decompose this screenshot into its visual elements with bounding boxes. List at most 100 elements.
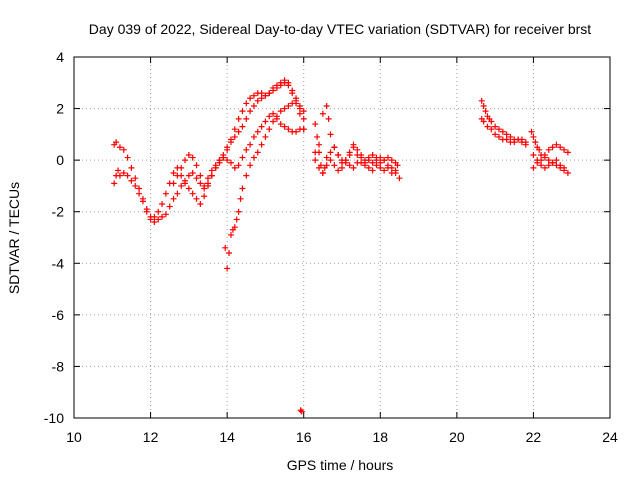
data-point [227, 136, 234, 143]
grid-lines [74, 57, 610, 418]
data-point [266, 90, 273, 97]
data-point [532, 139, 539, 146]
plot-frame [73, 56, 611, 419]
data-point [323, 102, 330, 109]
data-point [300, 108, 307, 115]
data-point [553, 141, 560, 148]
data-point [226, 249, 233, 256]
data-point [212, 162, 219, 169]
data-point [273, 84, 280, 91]
data-point [250, 133, 257, 140]
data-point [197, 200, 204, 207]
data-point [132, 175, 139, 182]
data-point [484, 123, 491, 130]
data-point [151, 219, 158, 226]
y-tick-label: 4 [56, 49, 64, 65]
data-point [250, 102, 257, 109]
data-point [316, 141, 323, 148]
data-point [369, 159, 376, 166]
chart-title: Day 039 of 2022, Sidereal Day-to-day VTE… [89, 21, 591, 37]
data-point [132, 182, 139, 189]
data-point [243, 172, 250, 179]
data-point [557, 162, 564, 169]
data-point [243, 146, 250, 153]
data-point [507, 133, 514, 140]
data-point [316, 164, 323, 171]
data-point [247, 141, 254, 148]
data-point [492, 123, 499, 130]
data-point [239, 108, 246, 115]
data-point [549, 144, 556, 151]
data-point [124, 172, 131, 179]
data-point [193, 162, 200, 169]
data-point [254, 97, 261, 104]
data-point [350, 141, 357, 148]
data-point [182, 157, 189, 164]
data-point [231, 133, 238, 140]
data-point [247, 162, 254, 169]
data-point [258, 141, 265, 148]
data-point [296, 102, 303, 109]
data-point [239, 185, 246, 192]
data-point [277, 82, 284, 89]
data-point [193, 175, 200, 182]
data-point [365, 157, 372, 164]
data-point [273, 115, 280, 122]
data-point [201, 182, 208, 189]
data-point [335, 167, 342, 174]
data-point [233, 216, 240, 223]
data-point [285, 102, 292, 109]
y-tick-label: 0 [56, 152, 64, 168]
data-point [162, 211, 169, 218]
data-point [298, 408, 305, 415]
data-point [231, 164, 238, 171]
data-point [136, 190, 143, 197]
data-point [239, 123, 246, 130]
data-point [327, 131, 334, 138]
data-point [222, 244, 229, 251]
x-tick-label: 10 [66, 429, 82, 445]
data-point [480, 118, 487, 125]
series-track-i [478, 115, 529, 146]
data-point [325, 115, 332, 122]
data-point [327, 149, 334, 156]
data-point [373, 162, 380, 169]
data-point [205, 175, 211, 182]
data-point [545, 146, 552, 153]
data-point [312, 121, 319, 128]
data-point [384, 164, 391, 171]
data-point [124, 154, 131, 161]
data-point [162, 190, 169, 197]
data-point [139, 195, 146, 202]
data-point [270, 87, 277, 94]
data-point [530, 164, 537, 171]
series-track-d [170, 110, 307, 189]
data-point [392, 167, 399, 174]
data-point [128, 164, 135, 171]
data-points [111, 77, 571, 415]
data-point [239, 154, 246, 161]
x-tick-label: 16 [296, 429, 312, 445]
data-point [174, 172, 181, 179]
data-point [208, 167, 215, 174]
series-outlier [297, 407, 305, 415]
x-tick-label: 14 [219, 429, 235, 445]
data-point [381, 167, 388, 174]
data-point [254, 149, 261, 156]
data-point [350, 164, 357, 171]
data-point [300, 126, 307, 133]
data-point [151, 213, 158, 220]
x-tick-label: 24 [602, 429, 618, 445]
data-point [488, 118, 495, 125]
x-tick-label: 12 [143, 429, 159, 445]
data-point [115, 167, 122, 174]
series-track-j [528, 128, 571, 177]
data-point [538, 162, 545, 169]
series-track-c [222, 97, 307, 272]
data-point [561, 164, 568, 171]
data-point [553, 157, 560, 164]
data-point [495, 126, 502, 133]
data-point [564, 149, 571, 156]
data-point [354, 146, 361, 153]
data-point [319, 170, 326, 177]
